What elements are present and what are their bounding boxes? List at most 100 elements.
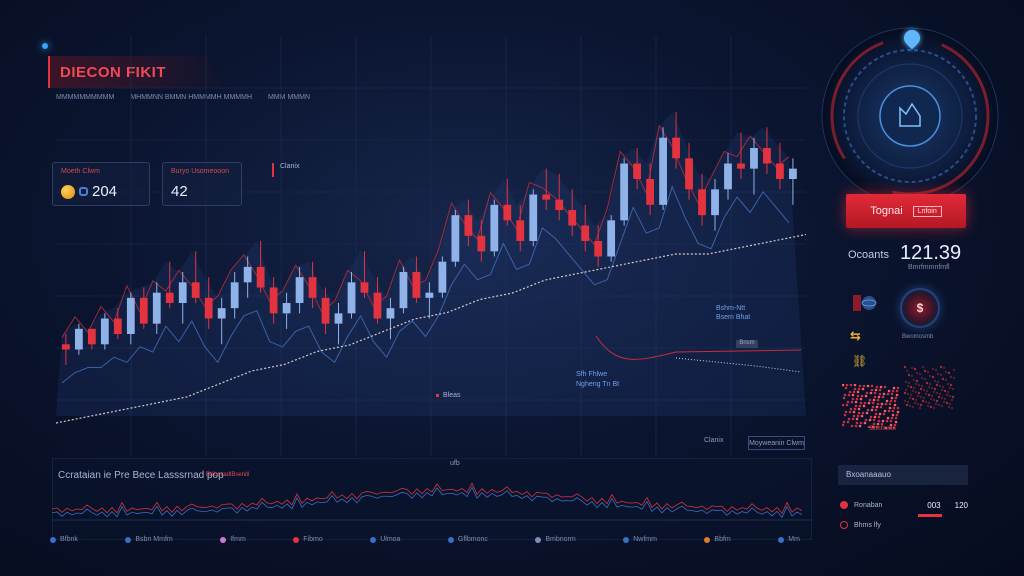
heat-dot <box>859 401 863 405</box>
heat-dot <box>862 404 866 408</box>
heat-dot <box>850 424 854 428</box>
signal-button-tag: Lnfoin <box>912 205 942 217</box>
heat-dot <box>863 401 867 405</box>
candle <box>724 163 732 190</box>
heat-dot <box>880 422 884 426</box>
chart-chip[interactable]: Clanix <box>704 437 724 444</box>
legend-item[interactable]: Nwfmm <box>623 536 657 543</box>
heat-dot <box>941 385 945 389</box>
list-item-label: Bhms lfy <box>854 521 881 529</box>
candle <box>425 292 434 298</box>
link-icon <box>79 187 88 196</box>
candle <box>464 215 473 236</box>
legend-swatch-icon <box>447 536 454 543</box>
heat-dot <box>866 384 870 388</box>
heat-dot <box>916 394 920 398</box>
heat-dot <box>873 395 877 399</box>
chart-chip[interactable]: Moyweanin Clwm <box>748 436 805 450</box>
marker-icon <box>436 394 439 397</box>
legend-item[interactable]: Bbfm <box>704 536 731 543</box>
candle <box>126 297 135 334</box>
volume-panel-center-label: ufb <box>450 460 460 467</box>
legend-item[interactable]: Ifmm <box>220 536 246 543</box>
candle <box>360 282 369 293</box>
stat-card-users[interactable]: Buryo Usomeooon 42 <box>162 162 242 206</box>
heat-dot <box>856 414 860 418</box>
globe-icon[interactable] <box>852 292 878 314</box>
radial-gauge[interactable] <box>810 26 1010 206</box>
heat-dot <box>948 386 952 390</box>
heat-dot <box>884 426 888 430</box>
legend-label: Ulmoa <box>380 536 401 543</box>
heat-dot <box>921 399 925 403</box>
heat-dot <box>874 388 878 392</box>
heat-dot <box>865 391 869 395</box>
heatmap-dark-cluster <box>904 366 956 410</box>
annotation-text: Sfh Fhlwe <box>576 371 608 378</box>
heat-dot <box>875 425 879 429</box>
heat-dot <box>842 403 845 407</box>
heat-dot <box>912 378 916 382</box>
heat-dot <box>930 394 934 398</box>
legend-item[interactable]: Bfbnk <box>50 536 78 543</box>
candle <box>87 328 96 345</box>
legend-item[interactable]: Bmbnorm <box>535 536 576 543</box>
legend-swatch-icon <box>125 536 132 543</box>
legend-item[interactable]: Mm <box>778 536 800 543</box>
heat-dot <box>936 380 940 384</box>
heat-dot <box>842 396 846 400</box>
legend-item[interactable]: Ulmoa <box>370 536 400 543</box>
heat-dot <box>923 369 927 373</box>
candle <box>204 297 213 319</box>
list-item[interactable]: Bhms lfy <box>840 518 968 532</box>
candle <box>698 189 706 216</box>
heat-dot <box>893 423 897 427</box>
price-chart[interactable] <box>56 36 806 456</box>
heat-dot <box>949 375 953 379</box>
heat-dot <box>906 384 910 388</box>
annotation-text: Bshm-Ntt <box>716 305 746 312</box>
heat-dot <box>874 412 878 416</box>
legend-item[interactable]: Bsbn Mmfm <box>125 536 173 543</box>
heat-dot <box>879 405 883 409</box>
legend-item[interactable]: Gflbmonc <box>447 536 488 543</box>
heat-dot <box>892 426 896 430</box>
heat-dot <box>865 411 869 415</box>
heat-dot <box>882 392 886 396</box>
candle <box>477 235 486 252</box>
heat-dot <box>927 385 931 389</box>
exchange-icon[interactable]: ⇆ <box>850 328 861 343</box>
heat-dot <box>920 384 924 388</box>
heat-dot <box>938 392 942 396</box>
heat-dot <box>895 413 899 417</box>
heat-dot <box>935 391 939 395</box>
candle <box>529 194 538 241</box>
heat-dot <box>895 389 899 393</box>
chart-annotation: Sfh Fhlwe Ngheng Tn Bt <box>576 370 619 390</box>
heat-dot <box>925 381 929 385</box>
heat-dot <box>944 378 948 382</box>
heat-dot <box>948 394 952 398</box>
heat-dot <box>891 389 895 393</box>
heat-dot <box>855 397 859 401</box>
heat-dot <box>849 407 853 411</box>
heat-dot <box>854 404 858 408</box>
legend-item[interactable]: Fibmo <box>293 536 323 543</box>
heat-dot <box>949 383 953 387</box>
signal-button[interactable]: Tognai Lnfoin <box>846 194 966 228</box>
heat-dot <box>883 409 887 413</box>
heat-dot <box>904 391 907 395</box>
candle <box>100 318 109 345</box>
heat-dot <box>868 398 872 402</box>
candle <box>542 194 551 200</box>
bitcoin-target-icon[interactable]: $ <box>900 288 940 328</box>
annotation-curve <box>595 335 802 360</box>
volume-panel[interactable] <box>52 458 812 540</box>
chain-link-icon[interactable]: ⛓ <box>852 354 868 368</box>
list-item[interactable]: Ronaban 003 120 <box>840 498 968 512</box>
heat-dot <box>842 423 845 427</box>
stat-card-coins[interactable]: Moeth Clwm 204 <box>52 162 150 206</box>
heat-dot <box>856 394 860 398</box>
chart-chip[interactable]: Clanix <box>272 163 306 177</box>
ring-icon <box>840 521 848 529</box>
